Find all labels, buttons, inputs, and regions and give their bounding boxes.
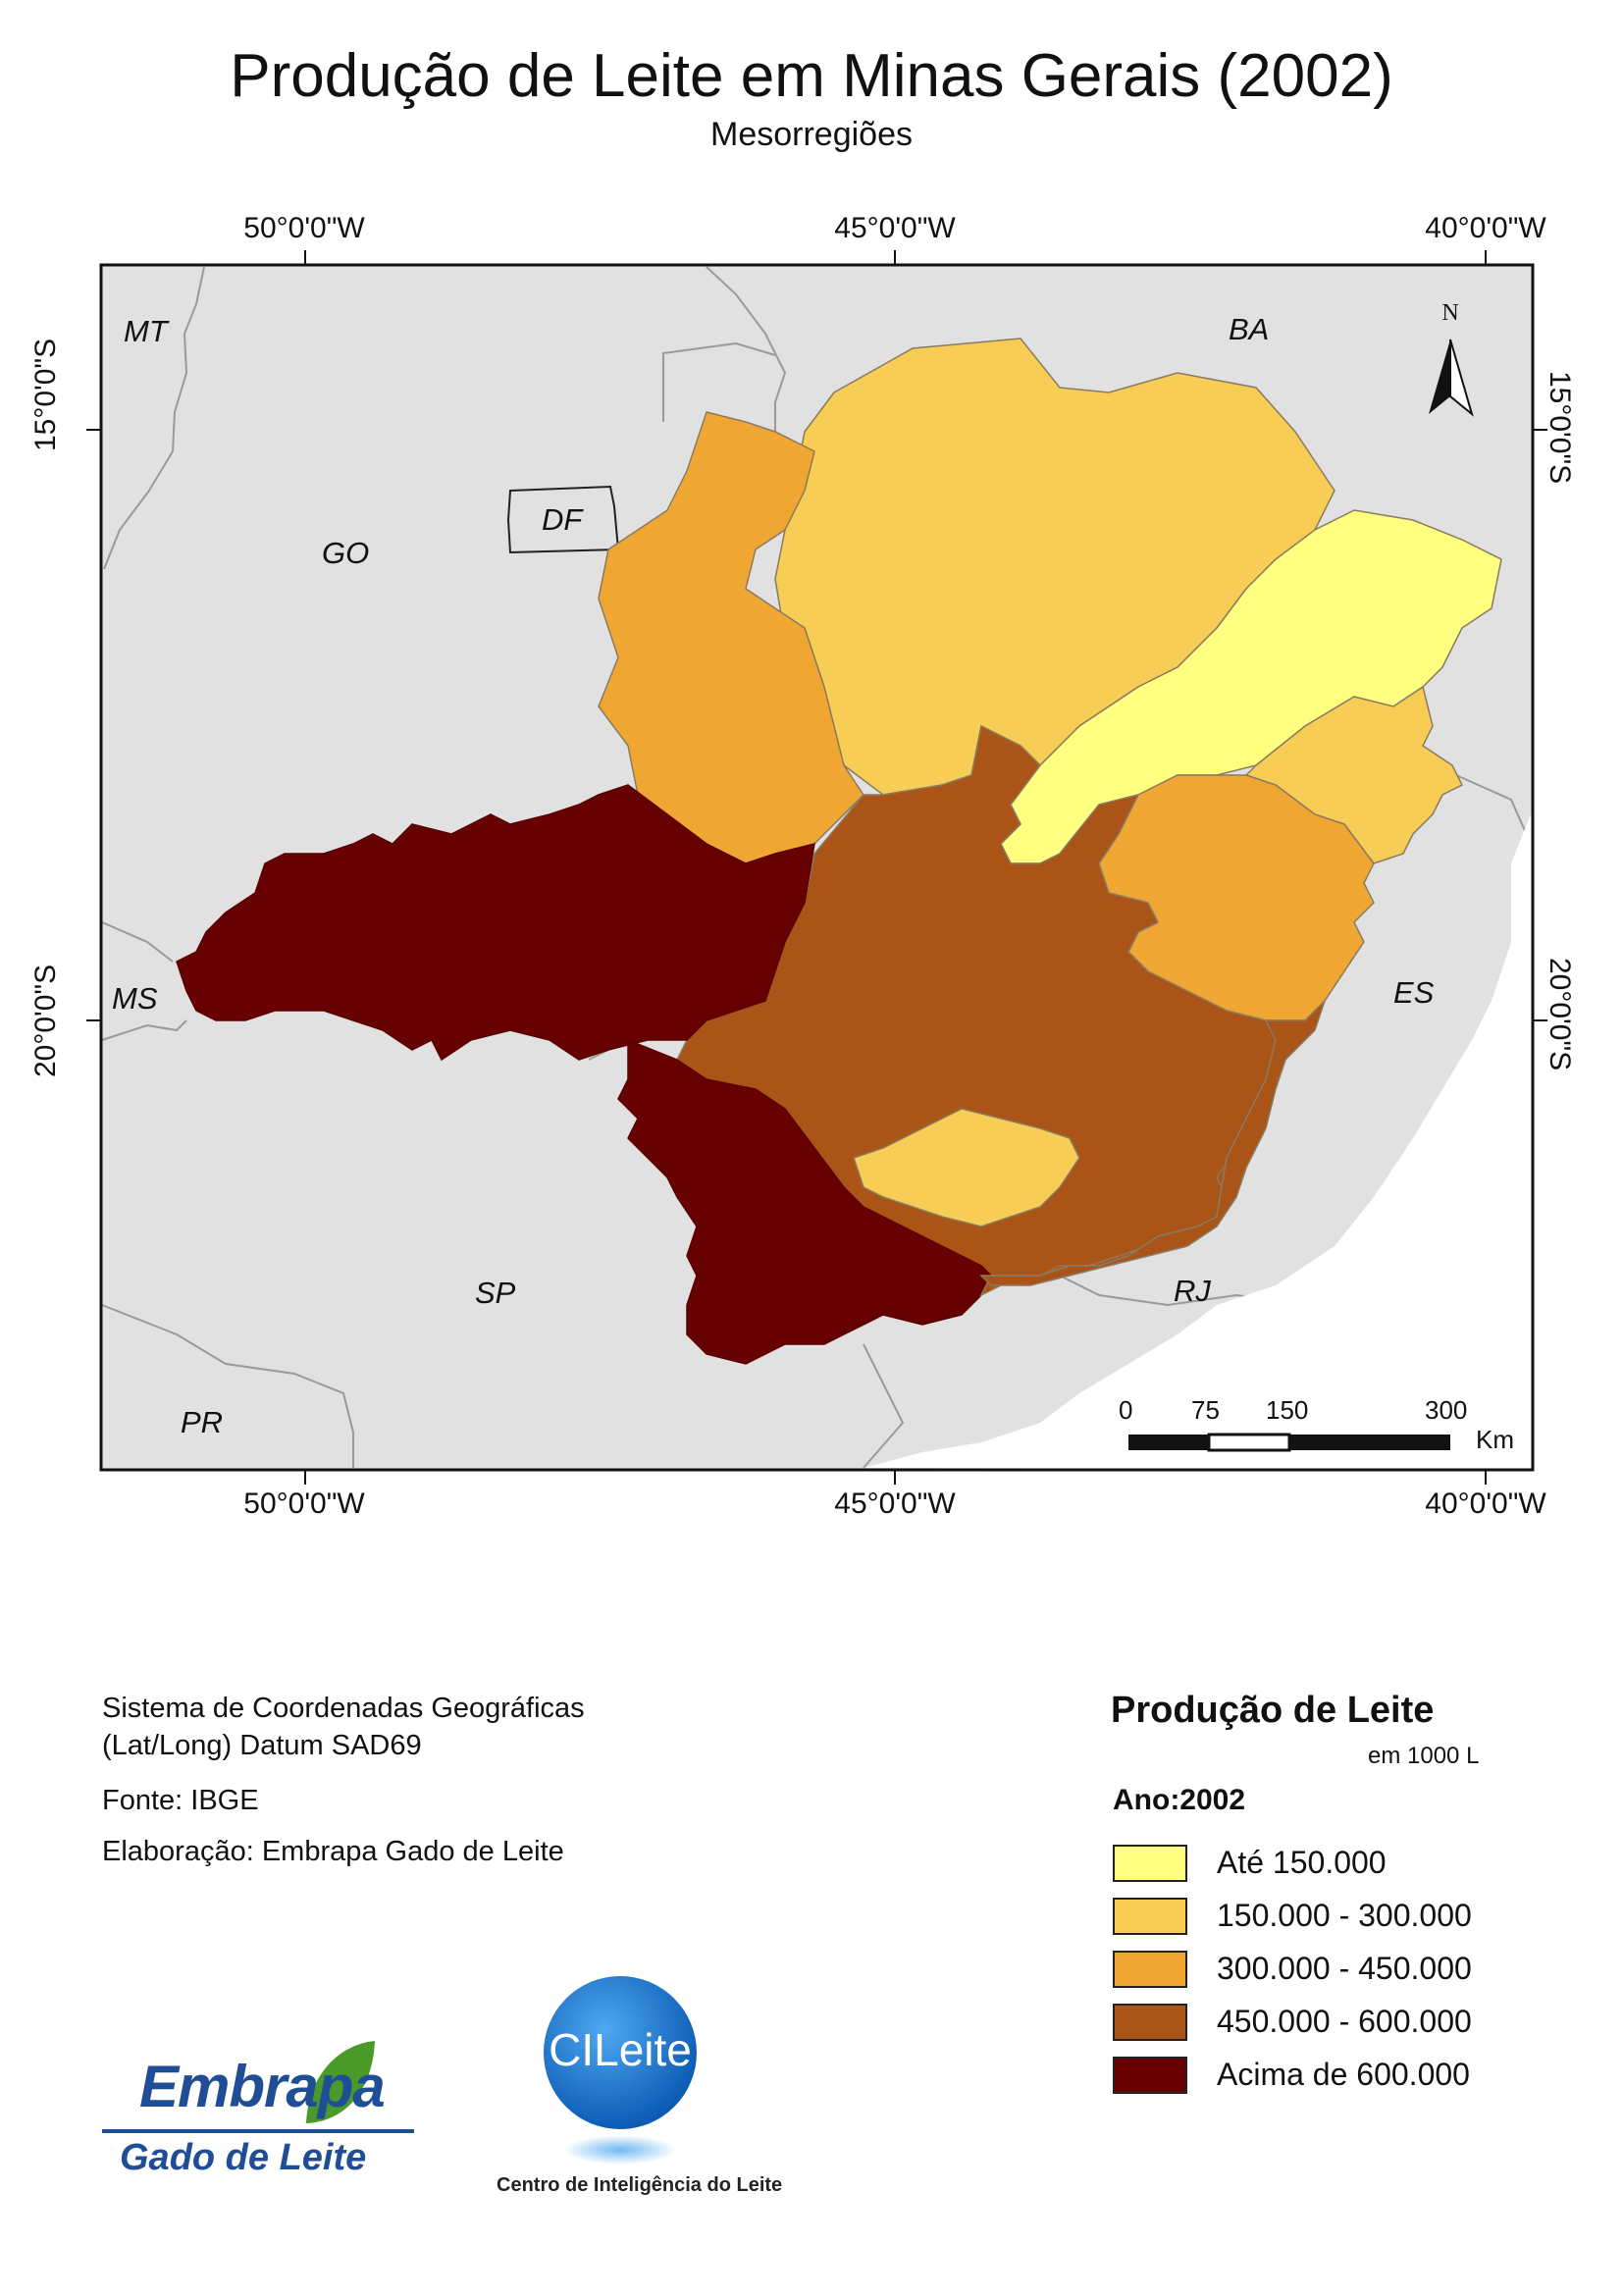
state-label-rj: RJ [1174,1274,1211,1308]
state-label-ba: BA [1229,312,1270,346]
coord-system-line2: (Lat/Long) Datum SAD69 [102,1730,422,1761]
legend-label: Acima de 600.000 [1217,2057,1470,2092]
north-arrow-label: N [1441,300,1459,326]
state-label-sp: SP [475,1276,516,1310]
embrapa-logo-subtext: Gado de Leite [120,2137,367,2178]
legend-swatch [1113,2057,1187,2094]
lon-label-top-45w: 45°0'0"W [834,212,956,244]
state-label-mt: MT [124,314,168,348]
scale-bar [1128,1433,1450,1452]
embrapa-leaf-icon [306,2041,375,2123]
cileite-logo-text: CILeite [549,2024,692,2075]
north-arrow-icon [1429,339,1474,417]
lon-label-bottom-40w: 40°0'0"W [1425,1487,1546,1520]
lon-label-top-40w: 40°0'0"W [1425,212,1546,244]
legend-title: Produção de Leite [1111,1690,1435,1731]
scale-unit: Km [1476,1425,1514,1454]
lon-label-top-50w: 50°0'0"W [243,212,365,244]
cileite-logo: CILeite Centro de Inteligência do Leite [491,1972,782,2208]
state-label-ms: MS [112,981,158,1016]
legend-swatch [1113,1951,1187,1988]
legend-unit: em 1000 L [1368,1743,1480,1769]
cileite-shadow-icon [563,2135,677,2165]
embrapa-logo: Embrapa Gado de Leite [102,2031,416,2188]
state-label-pr: PR [181,1405,224,1439]
source-text: Fonte: IBGE [102,1785,259,1816]
state-label-df: DF [542,502,583,537]
state-label-go: GO [322,536,370,570]
lon-label-bottom-50w: 50°0'0"W [243,1487,365,1520]
scale-label-75: 75 [1191,1395,1220,1425]
embrapa-logo-rule [102,2129,414,2133]
legend-label: 450.000 - 600.000 [1217,2004,1472,2039]
legend-label: 150.000 - 300.000 [1217,1898,1472,1933]
scale-label-150: 150 [1266,1395,1309,1425]
map-subtitle: Mesorregiões [710,116,913,153]
coord-system-line1: Sistema de Coordenadas Geográficas [102,1693,585,1724]
legend-swatch [1113,1898,1187,1935]
legend-label: 300.000 - 450.000 [1217,1951,1472,1986]
map-title: Produção de Leite em Minas Gerais (2002) [230,42,1393,110]
legend-label: Até 150.000 [1217,1845,1387,1880]
author-text: Elaboração: Embrapa Gado de Leite [102,1836,564,1867]
legend-swatch [1113,1845,1187,1882]
lon-label-bottom-45w: 45°0'0"W [834,1487,956,1520]
legend-swatch [1113,2004,1187,2041]
embrapa-logo-text: Embrapa [139,2054,386,2119]
state-label-es: ES [1393,975,1435,1010]
map-frame [86,250,1547,1485]
scale-label-0: 0 [1119,1395,1133,1425]
cileite-globe-icon [544,1976,697,2129]
scale-label-300: 300 [1425,1395,1468,1425]
legend-year: Ano:2002 [1113,1784,1246,1816]
cileite-logo-subtext: Centro de Inteligência do Leite [497,2174,783,2196]
